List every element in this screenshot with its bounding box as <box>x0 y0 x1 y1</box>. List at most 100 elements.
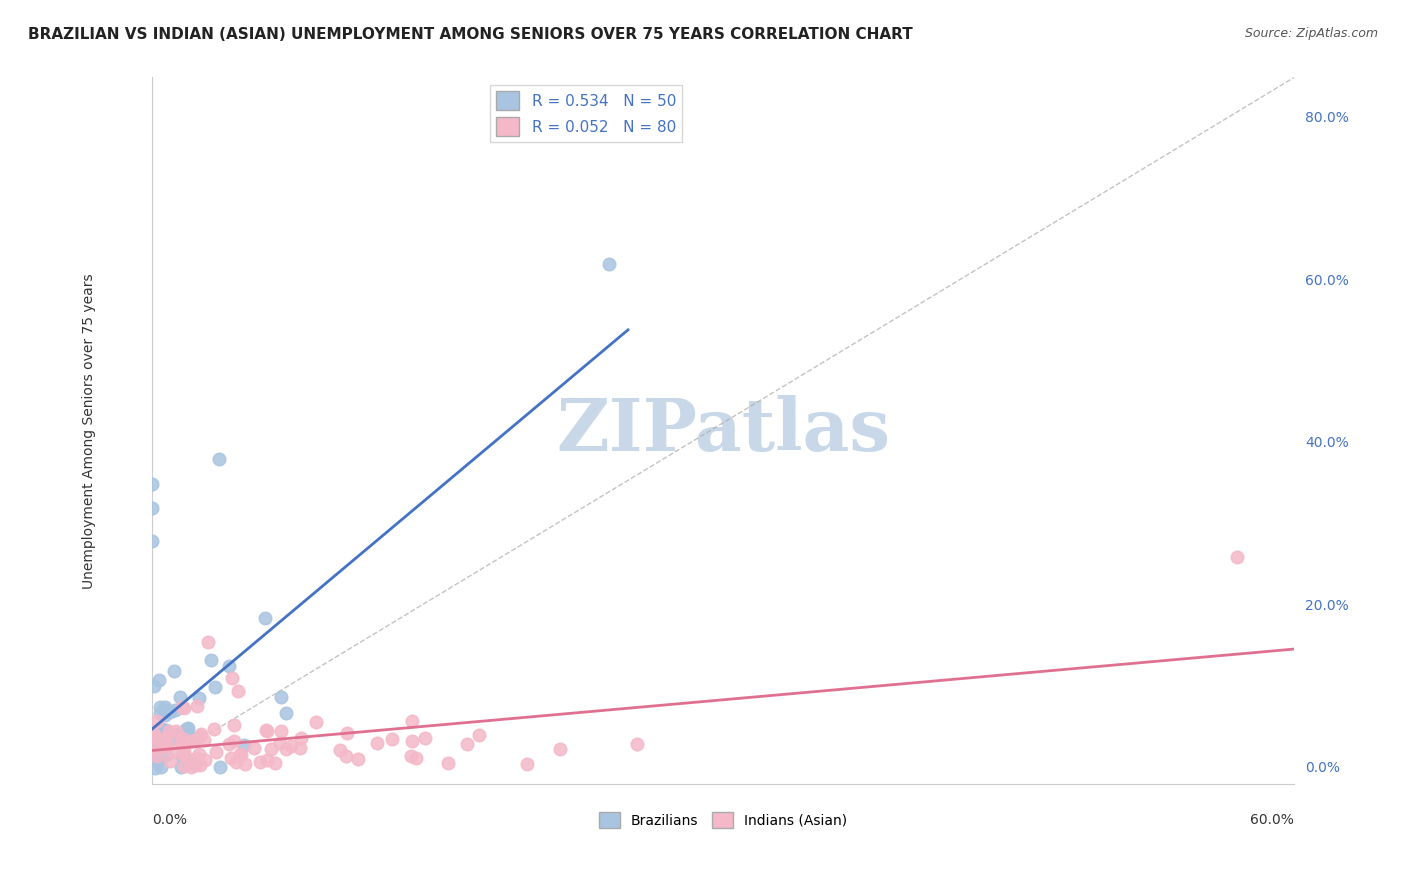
Point <box>176 723 198 737</box>
Point <box>197 635 219 649</box>
Point <box>148 740 170 755</box>
Point <box>163 665 186 679</box>
Point <box>264 756 287 770</box>
Point <box>548 742 571 756</box>
Point <box>181 733 204 747</box>
Point <box>177 721 200 735</box>
Point <box>173 701 195 715</box>
Point <box>256 753 278 767</box>
Point <box>222 734 245 748</box>
Point <box>270 723 292 738</box>
Point <box>208 452 231 467</box>
Point <box>598 257 620 271</box>
Point <box>224 718 246 732</box>
Point <box>148 673 170 687</box>
Point <box>256 723 278 737</box>
Point <box>149 706 172 720</box>
Point <box>219 750 242 764</box>
Text: BRAZILIAN VS INDIAN (ASIAN) UNEMPLOYMENT AMONG SENIORS OVER 75 YEARS CORRELATION: BRAZILIAN VS INDIAN (ASIAN) UNEMPLOYMENT… <box>28 27 912 42</box>
Point <box>229 748 252 763</box>
Point <box>209 759 232 773</box>
Text: 40.0%: 40.0% <box>1305 436 1350 450</box>
Point <box>155 739 177 754</box>
Point <box>149 700 172 714</box>
Point <box>174 749 197 764</box>
Point <box>233 756 256 771</box>
Point <box>188 729 211 743</box>
Point <box>186 698 208 713</box>
Point <box>229 747 252 761</box>
Point <box>269 736 291 750</box>
Point <box>141 476 163 491</box>
Point <box>173 759 195 773</box>
Point <box>149 760 172 774</box>
Point <box>305 714 328 729</box>
Point <box>143 727 166 741</box>
Point <box>165 724 187 739</box>
Point <box>152 723 174 738</box>
Point <box>169 690 191 705</box>
Point <box>174 737 197 751</box>
Point <box>254 610 277 624</box>
Point <box>157 723 180 738</box>
Point <box>347 752 370 766</box>
Point <box>150 723 173 737</box>
Point <box>163 744 186 758</box>
Point <box>159 706 181 720</box>
Point <box>405 750 427 764</box>
Text: Source: ZipAtlas.com: Source: ZipAtlas.com <box>1244 27 1378 40</box>
Point <box>146 752 169 766</box>
Point <box>152 739 174 753</box>
Point <box>204 680 226 694</box>
Point <box>156 730 179 744</box>
Point <box>232 738 254 752</box>
Point <box>141 533 163 548</box>
Point <box>169 760 191 774</box>
Point <box>155 738 177 752</box>
Point <box>142 679 165 693</box>
Point <box>172 747 194 762</box>
Point <box>276 742 298 756</box>
Point <box>155 707 177 722</box>
Point <box>146 754 169 768</box>
Point <box>184 731 207 745</box>
Point <box>218 659 240 673</box>
Point <box>145 714 167 728</box>
Point <box>290 731 312 745</box>
Point <box>468 728 491 742</box>
Point <box>218 737 240 751</box>
Point <box>141 501 163 516</box>
Point <box>142 730 165 744</box>
Point <box>381 732 404 747</box>
Point <box>170 700 193 714</box>
Point <box>142 743 165 757</box>
Point <box>401 714 423 728</box>
Point <box>143 727 166 741</box>
Text: ZIPatlas: ZIPatlas <box>557 395 890 467</box>
Text: 0.0%: 0.0% <box>152 813 187 827</box>
Text: 20.0%: 20.0% <box>1305 599 1350 613</box>
Point <box>200 653 222 667</box>
Point <box>228 684 250 698</box>
Point <box>143 761 166 775</box>
Point <box>256 723 278 738</box>
Point <box>159 754 181 768</box>
Point <box>436 756 458 771</box>
Point <box>165 703 187 717</box>
Point <box>288 740 311 755</box>
Point <box>155 723 177 737</box>
Point <box>146 749 169 764</box>
Point <box>202 723 225 737</box>
Point <box>188 758 211 772</box>
Point <box>179 734 201 748</box>
Point <box>329 742 352 756</box>
Point <box>163 731 186 745</box>
Point <box>249 755 271 769</box>
Point <box>183 757 205 772</box>
Point <box>145 747 167 761</box>
Point <box>335 749 357 764</box>
Point <box>188 690 211 705</box>
Point <box>401 734 423 748</box>
Point <box>143 737 166 751</box>
Point <box>152 732 174 747</box>
